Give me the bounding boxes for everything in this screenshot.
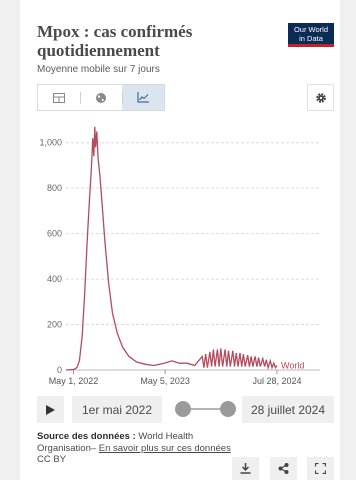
tab-chart[interactable] bbox=[122, 85, 164, 110]
series-label-world: World bbox=[281, 360, 304, 370]
y-tick-label: 200 bbox=[47, 320, 62, 330]
slider-end-handle[interactable] bbox=[220, 401, 236, 417]
tab-map[interactable] bbox=[80, 85, 122, 110]
x-tick-label: May 5, 2023 bbox=[140, 376, 190, 386]
settings-button[interactable] bbox=[307, 84, 334, 111]
share-button[interactable] bbox=[270, 457, 297, 480]
view-tabs bbox=[37, 84, 165, 111]
chart-card: Mpox : cas confirmés quotidiennement Moy… bbox=[20, 0, 340, 480]
table-icon bbox=[53, 92, 65, 103]
gear-icon bbox=[315, 92, 326, 103]
download-button[interactable] bbox=[232, 457, 259, 480]
download-icon bbox=[240, 463, 251, 474]
fullscreen-icon bbox=[315, 463, 326, 474]
y-tick-label: 400 bbox=[47, 274, 62, 284]
source-note: Source des données : World Health Organi… bbox=[37, 431, 247, 466]
page-title: Mpox : cas confirmés quotidiennement bbox=[37, 22, 193, 60]
x-tick-label: Jul 28, 2024 bbox=[252, 376, 301, 386]
y-tick-label: 800 bbox=[47, 183, 62, 193]
play-button[interactable] bbox=[37, 396, 64, 423]
series-line-world bbox=[65, 126, 278, 371]
globe-icon bbox=[96, 92, 106, 103]
end-date-button[interactable]: 28 juillet 2024 bbox=[242, 396, 334, 423]
subtitle: Moyenne mobile sur 7 jours bbox=[37, 64, 160, 75]
start-date-button[interactable]: 1er mai 2022 bbox=[72, 396, 162, 423]
y-tick-label: 1,000 bbox=[39, 138, 62, 148]
slider-start-handle[interactable] bbox=[175, 401, 191, 417]
play-icon bbox=[46, 404, 55, 415]
logo-line-2: in Data bbox=[299, 33, 323, 43]
fullscreen-button[interactable] bbox=[307, 457, 334, 480]
owid-logo[interactable]: Our World in Data bbox=[288, 23, 334, 47]
logo-line-1: Our World bbox=[293, 25, 329, 34]
y-tick-label: 600 bbox=[47, 229, 62, 239]
timeline-slider[interactable] bbox=[174, 400, 236, 418]
learn-more-link[interactable]: En savoir plus sur ces données bbox=[98, 442, 231, 454]
share-icon bbox=[278, 463, 289, 474]
tab-table[interactable] bbox=[38, 85, 80, 110]
y-tick-label: 0 bbox=[57, 365, 62, 375]
line-chart: 0 200 400 600 800 1,000 May 1, 2022 May 5, 202… bbox=[39, 126, 320, 386]
line-chart-icon bbox=[136, 92, 149, 103]
license-text: CC BY bbox=[37, 454, 67, 465]
source-text: World Health Organisation– bbox=[37, 431, 194, 454]
source-label: Source des données : bbox=[37, 431, 136, 442]
x-tick-label: May 1, 2022 bbox=[49, 376, 99, 386]
